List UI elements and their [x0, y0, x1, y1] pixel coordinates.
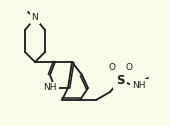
Text: NH: NH	[43, 84, 57, 92]
Text: O: O	[126, 62, 132, 71]
Text: S: S	[116, 73, 124, 87]
Text: O: O	[108, 62, 115, 71]
Text: N: N	[32, 13, 38, 23]
Text: NH: NH	[132, 81, 146, 89]
